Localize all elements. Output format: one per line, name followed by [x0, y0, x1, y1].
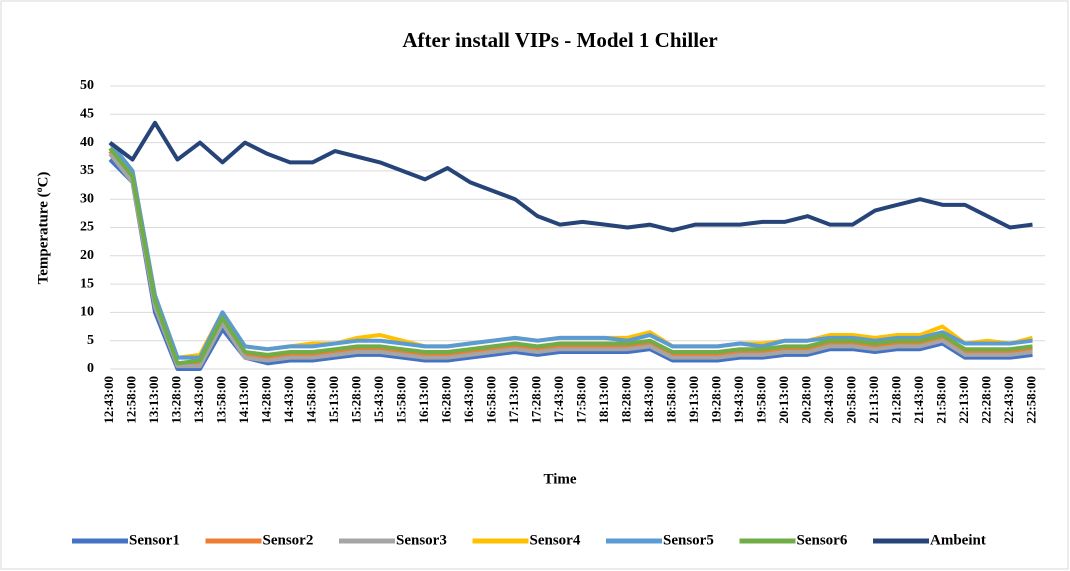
x-tick-label: 19:13:00 [686, 376, 701, 424]
legend-label: Sensor1 [129, 532, 180, 548]
series-line [108, 149, 1033, 369]
legend-label: Sensor3 [396, 532, 447, 548]
x-tick-label: 19:43:00 [731, 376, 746, 424]
x-tick-label: 20:58:00 [843, 376, 858, 424]
x-tick-label: 14:58:00 [303, 376, 318, 424]
x-tick-label: 19:28:00 [708, 376, 723, 424]
x-tick-label: 20:13:00 [776, 376, 791, 424]
legend-label: Sensor4 [530, 532, 581, 548]
x-tick-label: 18:28:00 [618, 376, 633, 424]
x-tick-label: 22:58:00 [1023, 376, 1038, 424]
series-line [108, 120, 1033, 233]
x-tick-label: 13:58:00 [213, 376, 228, 424]
x-tick-label: 16:58:00 [483, 376, 498, 424]
x-tick-label: 17:13:00 [506, 376, 521, 424]
y-tick-label: 0 [87, 361, 94, 376]
x-tick-label: 17:43:00 [551, 376, 566, 424]
y-tick-label: 50 [80, 78, 94, 93]
x-tick-label: 22:28:00 [978, 376, 993, 424]
x-tick-label: 12:58:00 [123, 376, 138, 424]
x-tick-label: 21:43:00 [911, 376, 926, 424]
x-tick-label: 13:28:00 [168, 376, 183, 424]
x-tick-label: 20:43:00 [821, 376, 836, 424]
x-tick-label: 17:28:00 [528, 376, 543, 424]
legend-label: Sensor6 [797, 532, 848, 548]
y-tick-label: 20 [80, 248, 94, 263]
y-tick-label: 30 [80, 191, 94, 206]
x-tick-label: 14:28:00 [258, 376, 273, 424]
x-tick-label: 16:43:00 [461, 376, 476, 424]
legend-label: Sensor2 [263, 532, 314, 548]
x-tick-label: 20:28:00 [798, 376, 813, 424]
series-line [108, 158, 1033, 371]
x-tick-label: 19:58:00 [753, 376, 768, 424]
x-tick-label: 18:43:00 [641, 376, 656, 424]
y-axis-label: Temperature (ºC) [35, 172, 51, 285]
x-tick-label: 14:13:00 [236, 376, 251, 424]
x-tick-label: 15:13:00 [326, 376, 341, 424]
x-tick-label: 15:28:00 [348, 376, 363, 424]
y-tick-label: 5 [87, 333, 94, 348]
x-tick-label: 16:13:00 [416, 376, 431, 424]
x-tick-label: 16:28:00 [438, 376, 453, 424]
x-tick-label: 18:58:00 [663, 376, 678, 424]
x-axis-label: Time [543, 471, 576, 487]
y-tick-label: 15 [80, 276, 94, 291]
x-tick-label: 21:13:00 [866, 376, 881, 424]
x-tick-label: 21:58:00 [933, 376, 948, 424]
x-tick-label: 22:13:00 [956, 376, 971, 424]
x-tick-label: 18:13:00 [596, 376, 611, 424]
x-tick-label: 13:13:00 [146, 376, 161, 424]
y-tick-label: 25 [80, 220, 94, 235]
y-tick-label: 40 [80, 135, 94, 150]
x-tick-label: 17:58:00 [573, 376, 588, 424]
y-tick-label: 45 [80, 107, 94, 122]
legend-label: Sensor5 [663, 532, 714, 548]
x-tick-label: 21:28:00 [888, 376, 903, 424]
legend-label: Ambeint [930, 532, 986, 548]
x-tick-label: 15:43:00 [371, 376, 386, 424]
x-tick-label: 12:43:00 [101, 376, 116, 424]
series-line [108, 147, 1033, 366]
x-tick-label: 14:43:00 [281, 376, 296, 424]
x-tick-label: 15:58:00 [393, 376, 408, 424]
y-tick-label: 35 [80, 163, 94, 178]
series-line [108, 152, 1033, 369]
y-tick-label: 10 [80, 305, 94, 320]
chart-title: After install VIPs - Model 1 Chiller [402, 28, 717, 52]
x-tick-label: 22:43:00 [1001, 376, 1016, 424]
x-tick-label: 13:43:00 [191, 376, 206, 424]
series-line [108, 141, 1033, 360]
